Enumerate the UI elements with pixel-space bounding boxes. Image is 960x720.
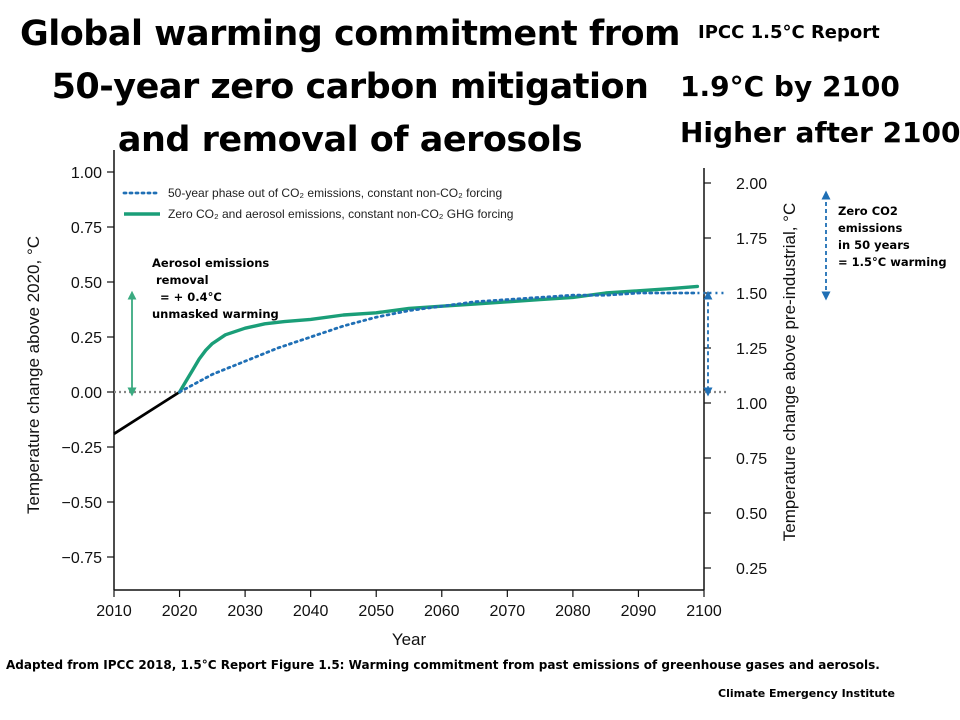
x-axis-title: Year bbox=[392, 630, 427, 649]
chart-legend: 50-year phase out of CO₂ emissions, cons… bbox=[122, 186, 513, 221]
x-tick-label: 2060 bbox=[424, 603, 460, 620]
series-co2-phaseout-line bbox=[178, 291, 699, 394]
y-axis-title: Temperature change above 2020, °C bbox=[24, 236, 43, 514]
x-tick-label: 2010 bbox=[96, 603, 132, 620]
x-tick-label: 2070 bbox=[490, 603, 526, 620]
title-line-3: and removal of aerosols bbox=[117, 120, 583, 160]
y-tick-label: 0.25 bbox=[71, 330, 102, 347]
y2-tick-label: 2.00 bbox=[736, 176, 767, 193]
x-tick-label: 2040 bbox=[293, 603, 329, 620]
y2-tick-label: 1.75 bbox=[736, 231, 767, 248]
y-tick-label: −0.50 bbox=[62, 495, 103, 512]
y-tick-label: 0.75 bbox=[71, 220, 102, 237]
x-tick-label: 2030 bbox=[227, 603, 263, 620]
y2-tick-label: 1.00 bbox=[736, 396, 767, 413]
x-tick-label: 2080 bbox=[555, 603, 591, 620]
historical-line bbox=[113, 390, 181, 435]
headline: 1.9°C by 2100 Higher after 2100 bbox=[680, 64, 960, 156]
y-tick-label: −0.25 bbox=[62, 440, 103, 457]
y2-tick-label: 0.75 bbox=[736, 451, 767, 468]
x-tick-label: 2050 bbox=[358, 603, 394, 620]
zero-co2-annotation: Zero CO2 emissions in 50 years = 1.5°C w… bbox=[838, 204, 947, 269]
legend-label-co2-phaseout: 50-year phase out of CO₂ emissions, cons… bbox=[168, 186, 502, 200]
y-tick-label: 0.00 bbox=[71, 385, 102, 402]
chart-marks bbox=[113, 190, 831, 435]
credit: Climate Emergency Institute bbox=[718, 687, 895, 700]
legend-label-zero-emissions: Zero CO₂ and aerosol emissions, constant… bbox=[168, 207, 513, 221]
y2-tick-label: 0.25 bbox=[736, 561, 767, 578]
report-label: IPCC 1.5°C Report bbox=[698, 22, 880, 43]
y-tick-label: −0.75 bbox=[62, 550, 103, 567]
slide-title: Global warming commitment from 50-year z… bbox=[20, 8, 680, 167]
y2-tick-label: 1.25 bbox=[736, 341, 767, 358]
y2-tick-label: 1.50 bbox=[736, 286, 767, 303]
x-tick-label: 2020 bbox=[162, 603, 198, 620]
title-line-1: Global warming commitment from bbox=[20, 14, 680, 54]
title-line-2: 50-year zero carbon mitigation bbox=[51, 67, 649, 107]
headline-line-1: 1.9°C by 2100 bbox=[680, 70, 900, 103]
y-tick-label: 1.00 bbox=[71, 165, 102, 182]
y-tick-label: 0.50 bbox=[71, 275, 102, 292]
source-note: Adapted from IPCC 2018, 1.5°C Report Fig… bbox=[6, 658, 880, 672]
aerosol-annotation: Aerosol emissions removal = + 0.4°C unma… bbox=[152, 256, 279, 321]
headline-line-2: Higher after 2100 bbox=[680, 116, 960, 149]
x-tick-label: 2090 bbox=[621, 603, 657, 620]
y2-tick-label: 0.50 bbox=[736, 506, 767, 523]
chart-axes: 2010 2020 2030 2040 2050 2060 2070 2080 2090 2100… bbox=[24, 150, 799, 649]
y2-axis-title: Temperature change above pre-industrial,… bbox=[780, 203, 799, 541]
x-tick-label: 2100 bbox=[686, 603, 722, 620]
